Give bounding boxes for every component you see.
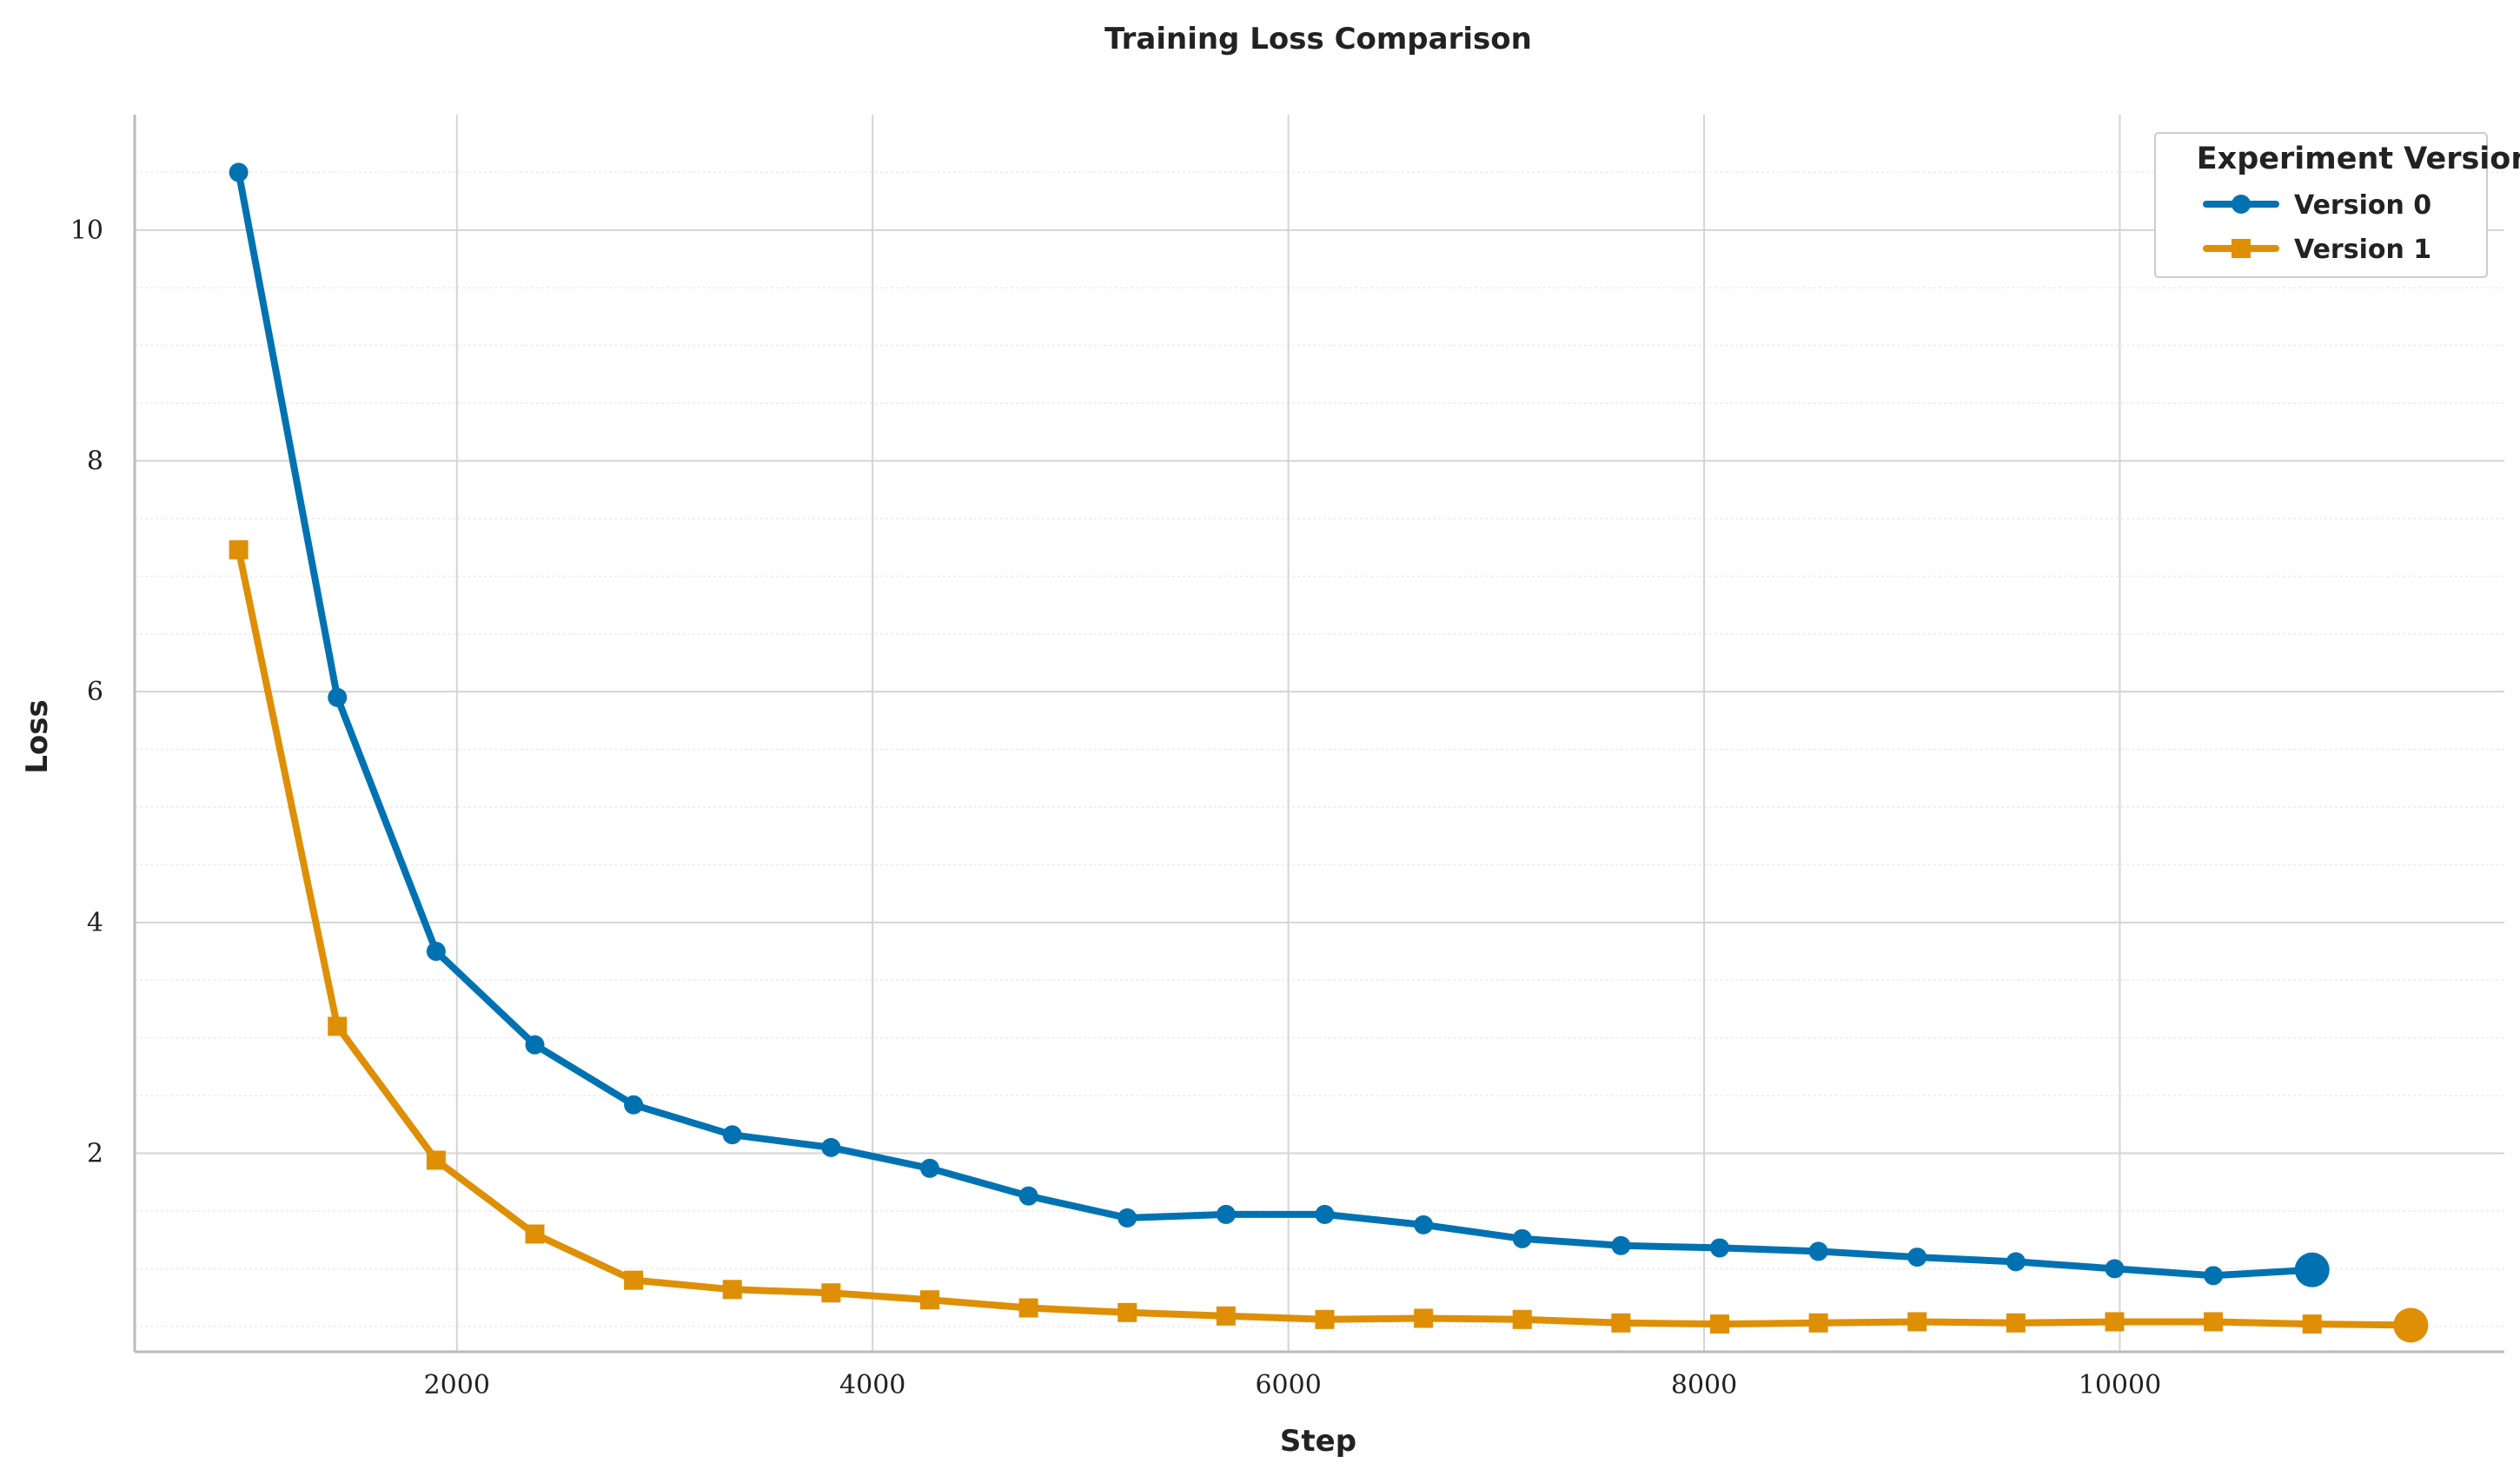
series-point-0 bbox=[919, 1158, 939, 1178]
series-point-0 bbox=[1709, 1238, 1729, 1258]
series-point-0 bbox=[328, 687, 348, 707]
series-point-1 bbox=[722, 1280, 742, 1300]
chart-title: Training Loss Comparison bbox=[1104, 22, 1532, 56]
series-point-0 bbox=[525, 1035, 545, 1055]
series-point-1 bbox=[328, 1016, 348, 1036]
axes-layer bbox=[133, 115, 2504, 1354]
series-layer bbox=[229, 162, 2429, 1343]
series-point-1 bbox=[1907, 1312, 1927, 1332]
grid-layer bbox=[135, 115, 2504, 1352]
series-point-1 bbox=[1414, 1308, 1434, 1328]
series-point-0 bbox=[1414, 1215, 1434, 1234]
legend-entries: Version 0 Version 1 bbox=[2203, 190, 2431, 265]
series-point-0 bbox=[426, 942, 446, 962]
series-point-1 bbox=[821, 1283, 841, 1303]
x-tick-label: 4000 bbox=[839, 1370, 905, 1400]
y-tick-label: 2 bbox=[87, 1139, 103, 1169]
legend-marker-0 bbox=[2232, 195, 2251, 214]
series-point-1 bbox=[2006, 1313, 2026, 1333]
series-point-1 bbox=[2302, 1314, 2322, 1334]
series-0 bbox=[229, 162, 2330, 1287]
series-point-0 bbox=[1907, 1248, 1927, 1268]
series-1 bbox=[229, 539, 2429, 1343]
series-point-1 bbox=[1512, 1309, 1532, 1329]
tick-labels: 2 4 6 8 10 2000 4000 6000 8000 10000 bbox=[70, 215, 2161, 1400]
series-point-1 bbox=[426, 1150, 446, 1170]
legend: Experiment Version Version 0 Version 1 bbox=[2154, 132, 2520, 278]
series-point-0 bbox=[722, 1125, 742, 1145]
series-point-0 bbox=[2105, 1259, 2125, 1279]
y-tick-label: 6 bbox=[87, 677, 103, 707]
series-point-0 bbox=[2006, 1252, 2026, 1272]
series-point-0 bbox=[1315, 1204, 1335, 1224]
series-point-0 bbox=[2204, 1266, 2224, 1286]
x-axis-label: Step bbox=[1280, 1424, 1356, 1459]
x-tick-label: 10000 bbox=[2079, 1370, 2161, 1400]
series-point-1 bbox=[1808, 1313, 1828, 1333]
legend-label-1: Version 1 bbox=[2294, 235, 2431, 265]
x-tick-label: 6000 bbox=[1255, 1370, 1321, 1400]
series-point-0 bbox=[1216, 1204, 1236, 1224]
x-tick-label: 8000 bbox=[1671, 1370, 1737, 1400]
series-point-0 bbox=[2294, 1252, 2330, 1287]
series-point-0 bbox=[1018, 1186, 1038, 1206]
series-point-0 bbox=[1117, 1208, 1137, 1228]
series-point-0 bbox=[229, 162, 249, 182]
series-point-1 bbox=[1018, 1298, 1038, 1318]
series-point-0 bbox=[1512, 1228, 1532, 1248]
series-point-1 bbox=[1117, 1302, 1137, 1322]
series-line-0 bbox=[235, 169, 2316, 1280]
y-axis-label: Loss bbox=[20, 699, 55, 774]
y-tick-label: 10 bbox=[70, 215, 103, 246]
series-point-1 bbox=[1315, 1309, 1335, 1329]
y-tick-label: 4 bbox=[87, 908, 103, 938]
series-point-1 bbox=[2105, 1312, 2125, 1332]
legend-marker-1 bbox=[2232, 239, 2251, 258]
x-tick-label: 2000 bbox=[424, 1370, 490, 1400]
y-tick-label: 8 bbox=[87, 447, 103, 477]
legend-title: Experiment Version bbox=[2197, 142, 2520, 176]
legend-label-0: Version 0 bbox=[2294, 190, 2431, 221]
series-point-1 bbox=[1216, 1306, 1236, 1326]
series-point-1 bbox=[2204, 1312, 2224, 1332]
series-point-1 bbox=[525, 1224, 545, 1244]
series-point-1 bbox=[229, 539, 249, 559]
series-point-0 bbox=[821, 1137, 841, 1157]
series-point-1 bbox=[1709, 1314, 1729, 1334]
series-point-1 bbox=[919, 1290, 939, 1310]
series-point-1 bbox=[624, 1270, 644, 1290]
series-point-1 bbox=[2393, 1307, 2429, 1343]
series-point-0 bbox=[624, 1095, 644, 1115]
series-point-0 bbox=[1611, 1235, 1631, 1255]
series-point-0 bbox=[1808, 1241, 1828, 1261]
series-point-1 bbox=[1611, 1313, 1631, 1333]
